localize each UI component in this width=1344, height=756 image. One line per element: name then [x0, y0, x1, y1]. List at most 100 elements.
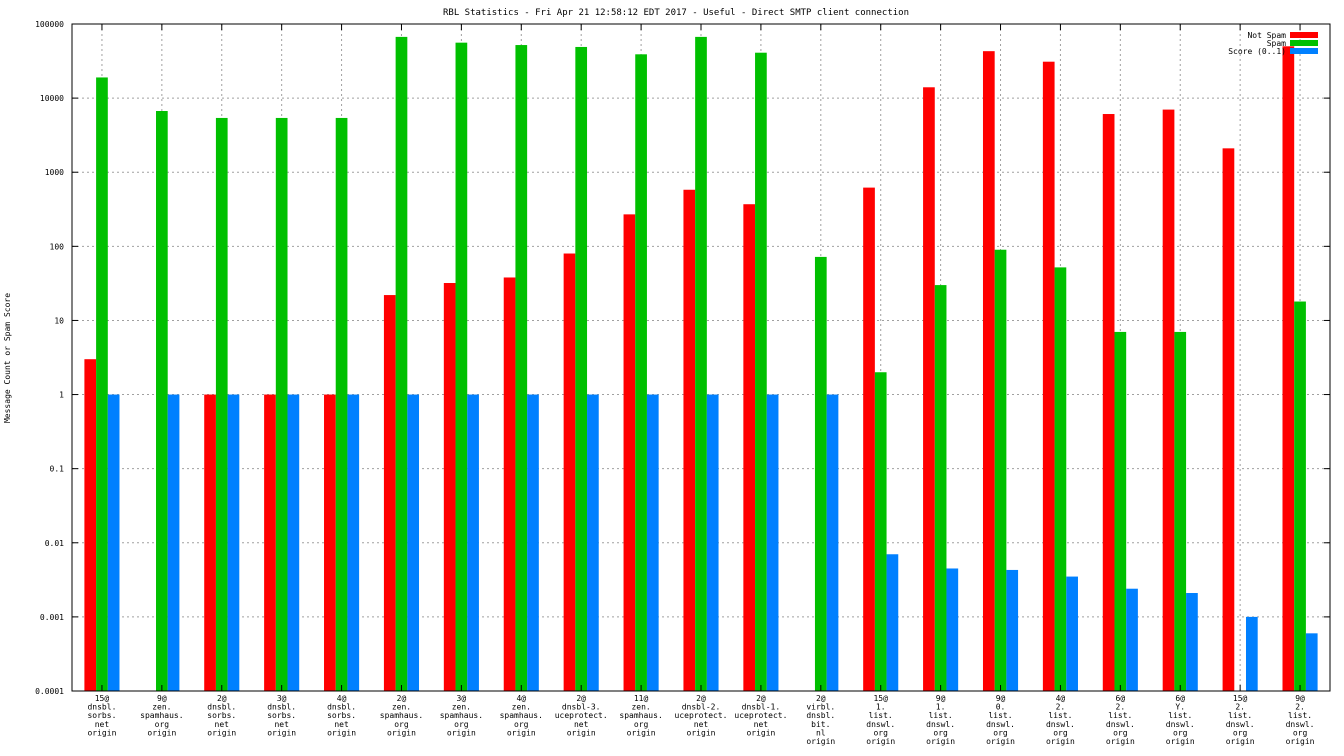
bar-spam	[934, 285, 947, 691]
bar-score-0-1	[766, 394, 779, 691]
bar-score-0-1	[1305, 633, 1318, 691]
x-tick-label: 9@ zen. spamhaus. org origin	[140, 694, 183, 737]
y-tick-label: 0.01	[45, 539, 64, 548]
bar-spam	[335, 117, 348, 691]
bar-not-spam	[563, 253, 576, 691]
bar-spam	[455, 42, 468, 692]
bar-score-0-1	[1245, 616, 1258, 691]
y-tick-label: 1	[59, 391, 64, 400]
legend-swatch	[1290, 40, 1318, 46]
bar-score-0-1	[167, 394, 180, 691]
x-tick-label: 2@ zen. spamhaus. org origin	[380, 694, 423, 737]
bar-not-spam	[443, 283, 456, 691]
y-tick-label: 100000	[35, 20, 64, 29]
bar-not-spam	[1222, 148, 1235, 692]
y-axis: 0.0001 0.001 0.01 0.1 1 10 100 1000 10000 100000	[35, 20, 1330, 696]
bar-spam	[275, 117, 288, 691]
x-tick-label: 11@ zen. spamhaus. org origin	[619, 694, 662, 737]
bar-score-0-1	[347, 394, 360, 691]
bar-spam	[575, 46, 588, 692]
bar-score-0-1	[706, 394, 719, 691]
x-tick-label: 6@ Y. list. dnswl. org origin	[1166, 694, 1195, 746]
bar-score-0-1	[527, 394, 539, 691]
x-tick-label: 4@ zen. spamhaus. org origin	[500, 694, 543, 737]
bar-spam	[96, 77, 108, 691]
bars-layer	[84, 36, 1318, 692]
bar-score-0-1	[1186, 593, 1198, 691]
bar-score-0-1	[407, 394, 420, 691]
x-tick-label: 9@ 2. list. dnswl. org origin	[1286, 694, 1315, 746]
bar-not-spam	[982, 51, 995, 691]
bar-spam	[994, 249, 1007, 691]
bar-score-0-1	[1006, 569, 1019, 691]
bar-score-0-1	[946, 568, 959, 691]
bar-spam	[1174, 331, 1187, 691]
x-tick-label: 2@ dnsbl. sorbs. net origin	[207, 694, 236, 737]
bar-not-spam	[1042, 61, 1055, 692]
bar-not-spam	[743, 204, 756, 691]
legend-label: Spam	[1267, 39, 1286, 48]
bar-not-spam	[264, 394, 276, 691]
bar-not-spam	[204, 394, 216, 691]
bar-score-0-1	[227, 394, 240, 691]
x-tick-label: 15@ dnsbl. sorbs. net origin	[87, 694, 116, 737]
x-tick-label: 15@ 1. list. dnswl. org origin	[866, 694, 895, 746]
bar-not-spam	[383, 295, 396, 691]
bar-not-spam	[923, 87, 935, 692]
bar-score-0-1	[1126, 588, 1138, 691]
bar-not-spam	[683, 189, 696, 692]
x-tick-label: 15@ 2. list. dnswl. org origin	[1226, 694, 1255, 746]
legend-swatch	[1290, 32, 1318, 38]
bar-score-0-1	[107, 394, 120, 691]
bar-spam	[1294, 301, 1306, 691]
chart-title: RBL Statistics - Fri Apr 21 12:58:12 EDT…	[443, 8, 909, 18]
y-tick-label: 1000	[45, 168, 64, 177]
bar-not-spam	[1162, 109, 1175, 691]
bar-spam	[1054, 267, 1067, 691]
bar-score-0-1	[826, 394, 839, 691]
bar-spam	[755, 52, 767, 691]
bar-not-spam	[623, 214, 636, 691]
legend-label: Not Spam	[1247, 31, 1286, 40]
bar-spam	[215, 117, 228, 691]
x-tick-label: 4@ 2. list. dnswl. org origin	[1046, 694, 1075, 746]
y-tick-label: 10	[54, 316, 64, 325]
x-tick-label: 2@ dnsbl-3. uceprotect. net origin	[555, 694, 608, 737]
bar-not-spam	[84, 359, 97, 691]
bar-not-spam	[863, 187, 875, 691]
bar-not-spam	[324, 394, 336, 691]
bar-spam	[695, 36, 707, 692]
x-tick-label: 2@ dnsbl-2. uceprotect. net origin	[675, 694, 728, 737]
bar-spam	[635, 54, 647, 692]
bar-score-0-1	[1066, 576, 1078, 691]
legend-label: Score (0..1)	[1228, 47, 1286, 56]
bar-spam	[156, 111, 168, 691]
bar-spam	[515, 45, 528, 692]
bar-spam	[814, 256, 827, 691]
y-axis-label: Message Count or Spam Score	[3, 293, 12, 423]
x-tick-label: 9@ 1. list. dnswl. org origin	[926, 694, 955, 746]
bar-score-0-1	[287, 394, 300, 691]
bar-spam	[395, 36, 408, 692]
x-tick-label: 2@ dnsbl-1. uceprotect. net origin	[734, 694, 787, 737]
x-tick-label: 2@ virbl. dnsbl. bit. nl origin	[806, 694, 835, 746]
bar-spam	[1114, 331, 1127, 691]
y-tick-label: 0.1	[50, 465, 65, 474]
y-tick-label: 0.0001	[35, 687, 64, 696]
bar-score-0-1	[587, 394, 599, 691]
x-tick-label: 3@ zen. spamhaus. org origin	[440, 694, 483, 737]
bar-score-0-1	[886, 554, 899, 691]
x-axis: 15@ dnsbl. sorbs. net origin 9@ zen. spamhaus. o…	[87, 24, 1315, 746]
bar-score-0-1	[646, 394, 659, 691]
x-tick-label: 6@ 2. list. dnswl. org origin	[1106, 694, 1135, 746]
bar-not-spam	[1102, 114, 1115, 691]
legend-swatch	[1290, 48, 1318, 54]
x-tick-label: 4@ dnsbl. sorbs. net origin	[327, 694, 356, 737]
bar-not-spam	[503, 277, 516, 691]
bar-not-spam	[1282, 46, 1295, 691]
y-tick-label: 10000	[40, 94, 64, 103]
x-tick-label: 9@ 0. list. dnswl. org origin	[986, 694, 1015, 746]
